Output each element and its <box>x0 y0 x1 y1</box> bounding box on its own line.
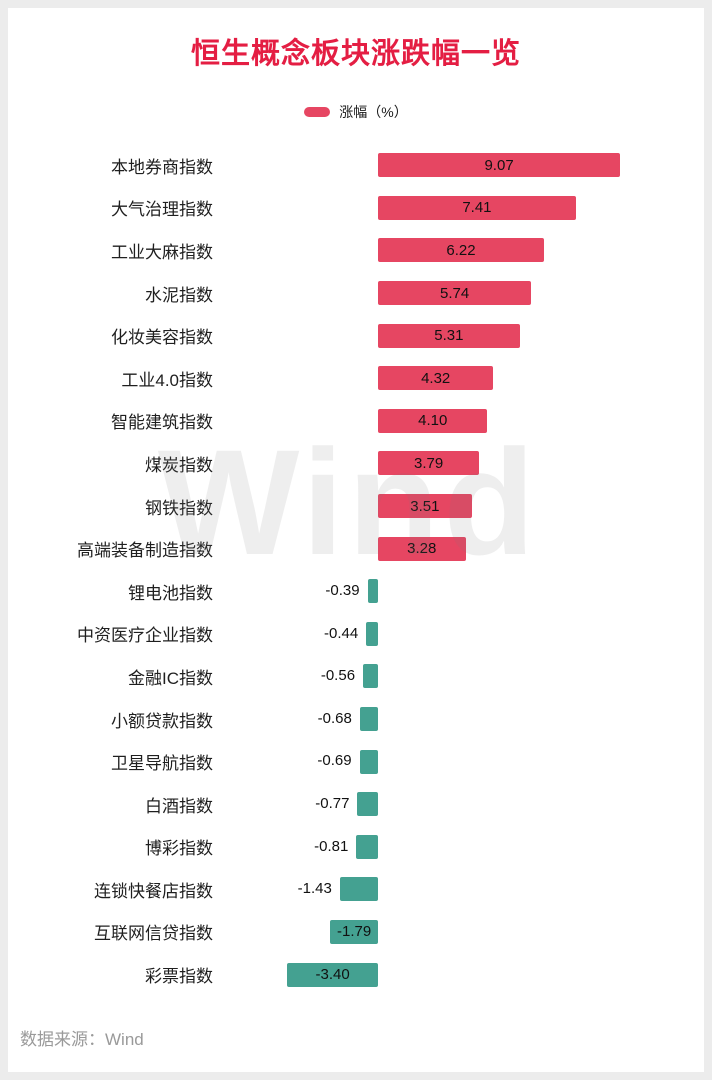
plot-area: 3.79 <box>213 442 704 485</box>
plot-area: -0.44 <box>213 613 704 656</box>
value-label: -0.77 <box>315 794 350 812</box>
chart-row: 大气治理指数 7.41 <box>8 187 704 230</box>
category-label: 彩票指数 <box>145 967 213 987</box>
chart-row: 互联网信贷指数 -1.79 <box>8 911 704 954</box>
plot-area: -1.79 <box>213 911 704 954</box>
negative-bar <box>359 707 378 732</box>
positive-bar: 4.32 <box>378 366 494 391</box>
positive-bar: 3.79 <box>378 451 480 476</box>
plot-area: 5.74 <box>213 272 704 315</box>
plot-area: 9.07 <box>213 144 704 187</box>
chart-row: 化妆美容指数 5.31 <box>8 314 704 357</box>
legend: 涨幅（%） <box>8 102 704 122</box>
value-label: -0.44 <box>324 624 359 642</box>
category-label: 煤炭指数 <box>145 455 213 475</box>
value-label: -0.81 <box>314 837 349 855</box>
plot-area: -1.43 <box>213 868 704 911</box>
chart-row: 工业4.0指数 4.32 <box>8 357 704 400</box>
chart-row: 彩票指数 -3.40 <box>8 953 704 996</box>
chart-row: 白酒指数 -0.77 <box>8 783 704 826</box>
legend-label: 涨幅（%） <box>339 104 408 120</box>
negative-bar <box>366 621 378 646</box>
positive-bar: 3.28 <box>378 536 466 561</box>
category-label: 本地券商指数 <box>111 157 213 177</box>
negative-bar: -3.40 <box>287 962 378 987</box>
legend-swatch-icon <box>304 107 331 117</box>
value-label: -0.56 <box>320 667 356 685</box>
chart-card: 恒生概念板块涨跌幅一览 涨幅（%） Wind 本地券商指数 9.07 大气治理指… <box>8 8 704 1072</box>
chart-row: 本地券商指数 9.07 <box>8 144 704 187</box>
negative-bar <box>359 749 378 774</box>
category-label: 化妆美容指数 <box>111 328 213 348</box>
category-label: 白酒指数 <box>145 796 213 816</box>
positive-bar: 5.74 <box>378 281 532 306</box>
positive-bar: 5.31 <box>378 323 520 348</box>
value-label: -1.43 <box>297 880 332 898</box>
data-source: 数据来源：Wind <box>20 1030 144 1049</box>
positive-bar: 9.07 <box>378 153 621 178</box>
chart-row: 钢铁指数 3.51 <box>8 485 704 528</box>
positive-bar: 6.22 <box>378 238 545 263</box>
chart-row: 水泥指数 5.74 <box>8 272 704 315</box>
category-label: 大气治理指数 <box>111 200 213 220</box>
negative-bar <box>363 664 378 689</box>
value-label: -0.69 <box>317 752 352 770</box>
plot-area: 3.28 <box>213 527 704 570</box>
category-label: 工业4.0指数 <box>121 370 213 390</box>
category-label: 工业大麻指数 <box>111 242 213 262</box>
plot-area: -0.39 <box>213 570 704 613</box>
chart-row: 中资医疗企业指数 -0.44 <box>8 613 704 656</box>
chart-row: 博彩指数 -0.81 <box>8 826 704 869</box>
category-label: 高端装备制造指数 <box>77 541 213 561</box>
plot-area: -0.81 <box>213 826 704 869</box>
category-label: 钢铁指数 <box>145 498 213 518</box>
plot-area: -3.40 <box>213 953 704 996</box>
plot-area: -0.69 <box>213 740 704 783</box>
category-label: 互联网信贷指数 <box>94 924 213 944</box>
category-label: 博彩指数 <box>145 839 213 859</box>
plot-area: 7.41 <box>213 187 704 230</box>
category-label: 水泥指数 <box>145 285 213 305</box>
chart-row: 锂电池指数 -0.39 <box>8 570 704 613</box>
positive-bar: 4.10 <box>378 408 488 433</box>
category-label: 小额贷款指数 <box>111 711 213 731</box>
plot-area: 6.22 <box>213 229 704 272</box>
chart-row: 小额贷款指数 -0.68 <box>8 698 704 741</box>
chart-row: 高端装备制造指数 3.28 <box>8 527 704 570</box>
value-label: -0.39 <box>325 581 360 599</box>
chart-row: 卫星导航指数 -0.69 <box>8 740 704 783</box>
negative-bar <box>357 792 378 817</box>
bar-chart: 本地券商指数 9.07 大气治理指数 7.41 工业大麻指数 6.22 水泥指数… <box>8 144 704 996</box>
plot-area: 4.10 <box>213 400 704 443</box>
chart-title: 恒生概念板块涨跌幅一览 <box>190 38 521 70</box>
chart-row: 金融IC指数 -0.56 <box>8 655 704 698</box>
plot-area: 5.31 <box>213 314 704 357</box>
plot-area: -0.68 <box>213 698 704 741</box>
category-label: 金融IC指数 <box>128 668 213 688</box>
negative-bar <box>339 877 378 902</box>
category-label: 中资医疗企业指数 <box>77 626 213 646</box>
negative-bar: -1.79 <box>330 919 378 944</box>
category-label: 智能建筑指数 <box>111 413 213 433</box>
chart-row: 智能建筑指数 4.10 <box>8 400 704 443</box>
category-label: 连锁快餐店指数 <box>94 881 213 901</box>
plot-area: 3.51 <box>213 485 704 528</box>
plot-area: -0.56 <box>213 655 704 698</box>
negative-bar <box>356 834 378 859</box>
negative-bar <box>367 579 378 604</box>
chart-row: 工业大麻指数 6.22 <box>8 229 704 272</box>
value-label: -0.68 <box>317 709 352 727</box>
category-label: 卫星导航指数 <box>111 754 213 774</box>
positive-bar: 7.41 <box>378 195 576 220</box>
positive-bar: 3.51 <box>378 494 472 519</box>
category-label: 锂电池指数 <box>128 583 213 603</box>
chart-row: 连锁快餐店指数 -1.43 <box>8 868 704 911</box>
plot-area: 4.32 <box>213 357 704 400</box>
plot-area: -0.77 <box>213 783 704 826</box>
chart-row: 煤炭指数 3.79 <box>8 442 704 485</box>
